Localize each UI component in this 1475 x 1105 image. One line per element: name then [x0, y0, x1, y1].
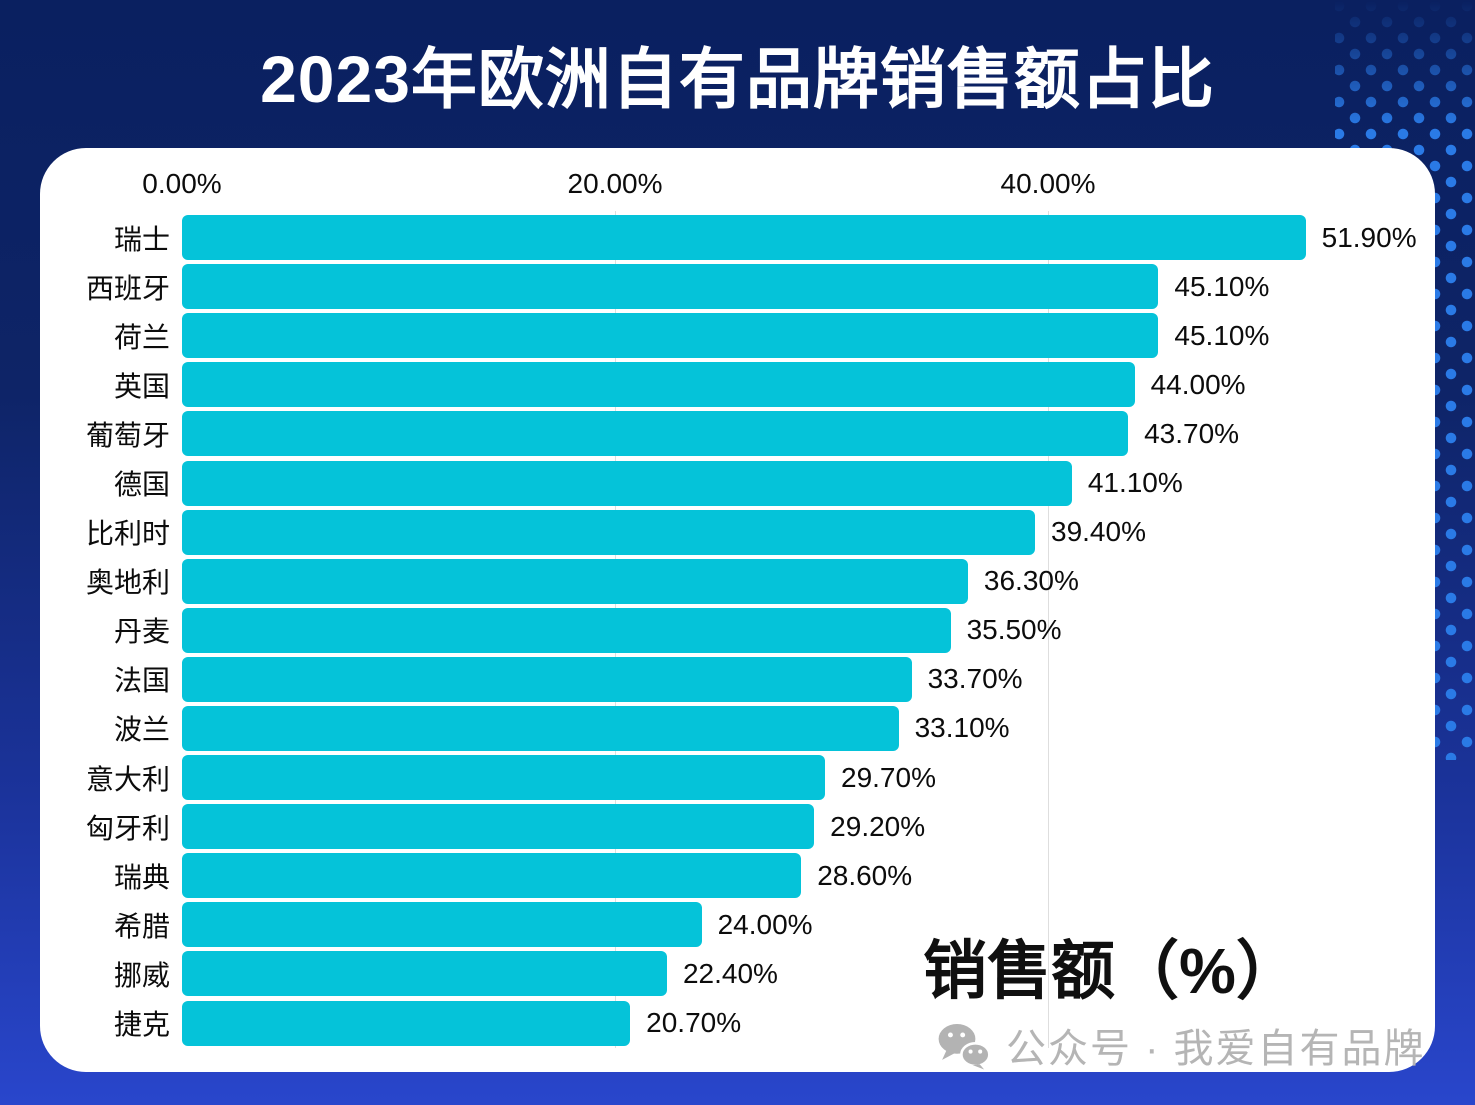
bar-row: 英国 44.00% — [40, 360, 1435, 409]
bar-row: 匈牙利 29.20% — [40, 802, 1435, 851]
chart-card: 0.00% 20.00% 40.00% 瑞士 51.90% 西班牙 45.10% 荷兰 45.… — [40, 148, 1435, 1072]
category-label: 法国 — [113, 665, 170, 697]
category-label: 英国 — [113, 370, 170, 402]
bar-row: 西班牙 45.10% — [40, 262, 1435, 311]
x-tick-label: 0.00% — [142, 168, 222, 199]
wechat-icon — [938, 1024, 991, 1070]
value-label: 24.00% — [717, 908, 813, 940]
bar — [182, 313, 1159, 359]
bar-row: 法国 33.70% — [40, 655, 1435, 704]
category-label: 荷兰 — [113, 321, 170, 353]
bar-row: 捷克 20.70% — [40, 999, 1435, 1048]
bar-row: 希腊 24.00% — [40, 900, 1435, 949]
bar — [182, 755, 825, 801]
bar-row: 丹麦 35.50% — [40, 606, 1435, 655]
gridline — [1048, 211, 1049, 1048]
category-label: 意大利 — [85, 763, 170, 795]
value-label: 29.20% — [830, 810, 926, 842]
bar — [182, 558, 968, 604]
bar-row: 葡萄牙 43.70% — [40, 409, 1435, 458]
value-label: 29.70% — [841, 761, 936, 793]
bar-row: 奥地利 36.30% — [40, 557, 1435, 606]
page-title: 2023年欧洲自有品牌销售额占比 — [260, 42, 1215, 116]
category-label: 波兰 — [113, 714, 170, 746]
value-label: 39.40% — [1051, 516, 1146, 548]
bar — [182, 509, 1035, 555]
watermark-text: 公众号 · 我爱自有品牌 — [1006, 1027, 1426, 1071]
value-label: 41.10% — [1087, 467, 1183, 499]
bar-row: 比利时 39.40% — [40, 508, 1435, 557]
category-label: 葡萄牙 — [85, 419, 170, 451]
value-label: 44.00% — [1150, 368, 1246, 400]
value-label: 45.10% — [1174, 270, 1270, 302]
bar-row: 瑞典 28.60% — [40, 851, 1435, 900]
bar — [182, 411, 1129, 457]
category-label: 西班牙 — [85, 272, 170, 304]
value-label: 33.70% — [927, 663, 1023, 695]
value-label: 51.90% — [1321, 221, 1417, 253]
x-tick-label: 40.00% — [1000, 168, 1096, 199]
category-label: 挪威 — [113, 959, 170, 991]
value-label: 22.40% — [682, 957, 778, 989]
category-label: 匈牙利 — [85, 812, 170, 844]
axis-title: 销售额（%） — [923, 935, 1300, 1007]
bar-row: 荷兰 45.10% — [40, 311, 1435, 360]
value-label: 43.70% — [1144, 417, 1240, 449]
category-label: 瑞典 — [113, 861, 170, 893]
value-label: 33.10% — [914, 712, 1010, 744]
value-label: 45.10% — [1174, 319, 1270, 351]
bar-row: 波兰 33.10% — [40, 704, 1435, 753]
category-label: 希腊 — [113, 910, 170, 942]
bar — [182, 951, 667, 997]
bar — [182, 1000, 631, 1046]
value-label: 20.70% — [646, 1007, 742, 1039]
value-label: 28.60% — [817, 859, 913, 891]
bar — [182, 264, 1159, 310]
bar-row: 瑞士 51.90% — [40, 213, 1435, 262]
category-label: 德国 — [113, 469, 170, 501]
bar — [182, 656, 912, 702]
category-label: 捷克 — [113, 1009, 170, 1041]
x-tick-label: 20.00% — [567, 168, 663, 199]
value-label: 36.30% — [983, 565, 1079, 597]
bar — [182, 215, 1306, 261]
bar — [182, 853, 802, 899]
category-label: 丹麦 — [113, 616, 170, 648]
bar-row: 意大利 29.70% — [40, 753, 1435, 802]
watermark: 公众号 · 我爱自有品牌 — [936, 1016, 1426, 1074]
bar-chart: 瑞士 51.90% 西班牙 45.10% 荷兰 45.10% 英国 44.00% 葡萄牙 43.7… — [40, 213, 1435, 1048]
bar — [182, 902, 702, 948]
category-label: 瑞士 — [113, 223, 170, 255]
category-label: 比利时 — [85, 518, 170, 550]
bar — [182, 804, 815, 850]
bar — [182, 705, 899, 751]
bar-row: 德国 41.10% — [40, 458, 1435, 507]
bar — [182, 607, 951, 653]
x-axis: 0.00% 20.00% 40.00% — [40, 148, 1435, 208]
category-label: 奥地利 — [85, 567, 170, 599]
bar-row: 挪威 22.40% — [40, 949, 1435, 998]
bar — [182, 362, 1135, 408]
bar — [182, 460, 1072, 506]
value-label: 35.50% — [966, 614, 1062, 646]
